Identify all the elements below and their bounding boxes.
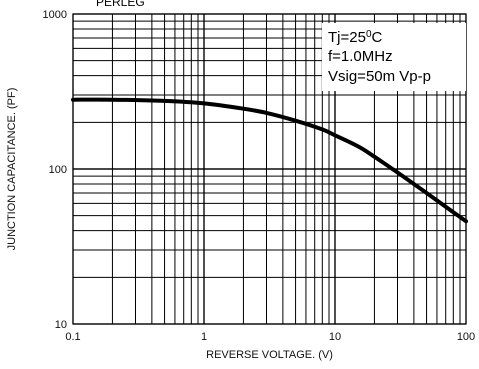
x-tick-label: 1 (201, 331, 207, 343)
y-tick-label: 10 (55, 319, 67, 331)
x-tick-label: 100 (457, 331, 475, 343)
plot-frame (72, 13, 467, 325)
y-axis-label: JUNCTION CAPACITANCE. (PF) (6, 88, 18, 251)
x-axis-label: REVERSE VOLTAGE. (V) (206, 349, 333, 361)
conditions-box (322, 23, 466, 91)
tick-labels: 0.1 1 10 100 10 100 1000 (43, 9, 476, 343)
capacitance-curve (71, 97, 468, 224)
chart-title: PERLEG (96, 0, 145, 9)
x-tick-label: 10 (329, 331, 341, 343)
y-tick-label: 100 (49, 164, 67, 176)
x-tick-label: 0.1 (65, 331, 80, 343)
frequency-condition: f=1.0MHz (328, 48, 393, 65)
y-tick-label: 1000 (43, 9, 67, 21)
conditions-annotation: Tj=250C f=1.0MHz Vsig=50m Vp-p (322, 23, 466, 91)
signal-condition: Vsig=50m Vp-p (328, 68, 431, 85)
temperature-condition: Tj=250C (328, 29, 383, 47)
